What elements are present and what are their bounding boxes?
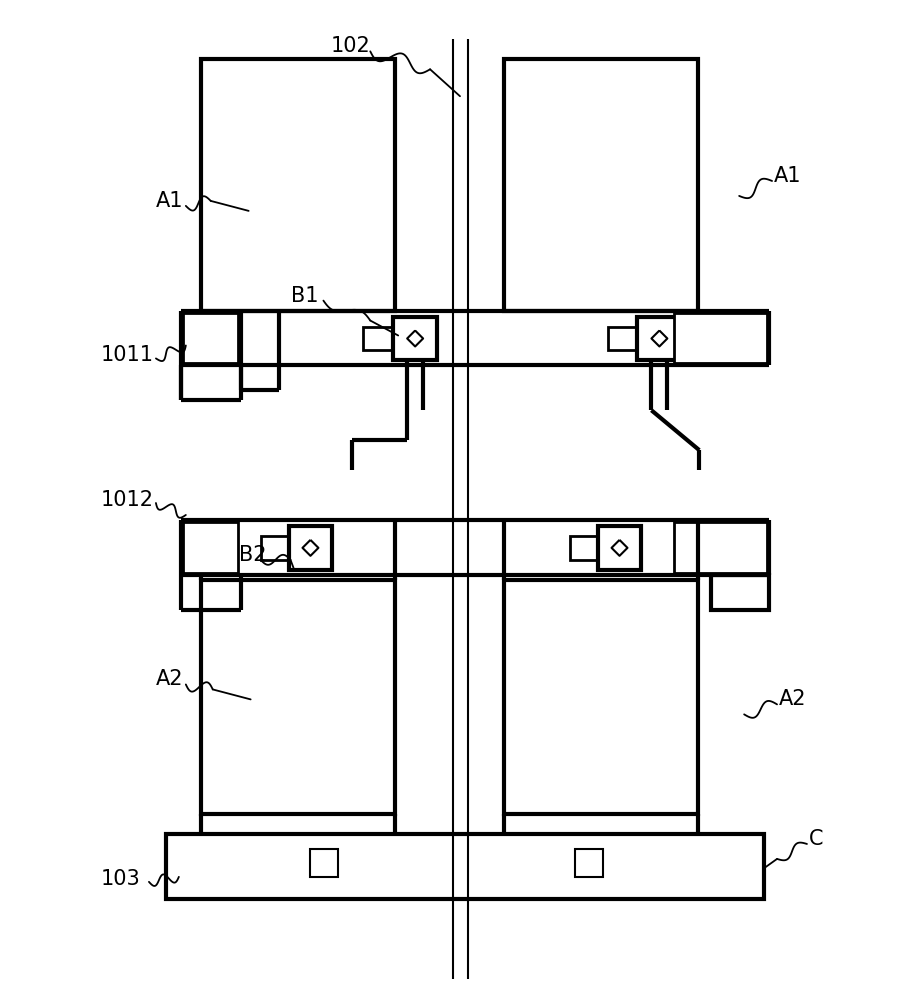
Bar — [608, 327, 637, 350]
Text: C: C — [809, 829, 823, 849]
Bar — [711, 575, 769, 610]
Bar — [289, 526, 333, 570]
Text: B1: B1 — [290, 286, 318, 306]
Bar — [311, 849, 338, 877]
Bar — [503, 580, 698, 814]
Bar — [261, 536, 289, 560]
Bar — [183, 522, 238, 573]
Bar — [166, 834, 764, 899]
Bar — [183, 313, 238, 363]
Bar — [597, 526, 642, 570]
Bar — [637, 317, 681, 360]
Text: 103: 103 — [101, 869, 141, 889]
Bar — [393, 317, 437, 360]
Text: A2: A2 — [156, 669, 183, 689]
Bar — [574, 849, 603, 877]
Text: 102: 102 — [330, 36, 370, 56]
Text: 1011: 1011 — [101, 345, 154, 365]
Text: A1: A1 — [774, 166, 801, 186]
Bar — [570, 536, 597, 560]
Bar — [674, 313, 767, 363]
Bar — [363, 327, 393, 350]
Bar — [201, 580, 396, 814]
Text: B2: B2 — [239, 545, 266, 565]
Bar — [201, 59, 396, 311]
Bar — [674, 522, 767, 573]
Text: 1012: 1012 — [101, 490, 154, 510]
Text: A1: A1 — [156, 191, 183, 211]
Bar — [503, 59, 698, 311]
Text: A2: A2 — [779, 689, 807, 709]
